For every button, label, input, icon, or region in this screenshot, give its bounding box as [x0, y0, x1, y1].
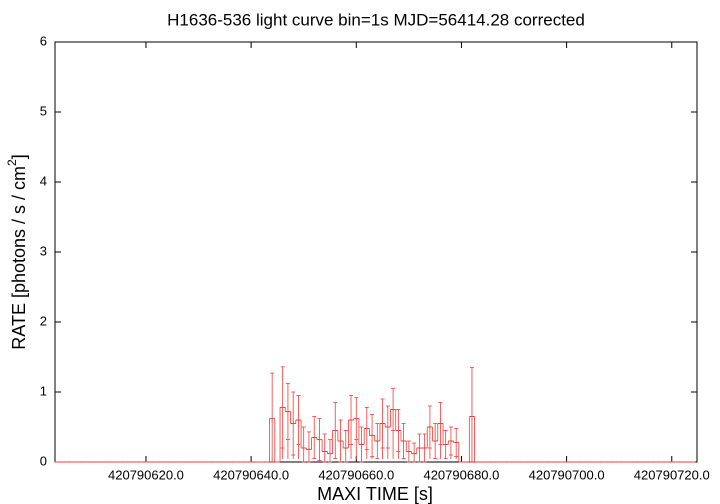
x-tick-label: 420790620.0 [108, 467, 184, 482]
x-tick-label: 420790680.0 [423, 467, 499, 482]
y-tick-label: 6 [40, 33, 47, 48]
y-label-sup: 2 [5, 159, 19, 166]
y-tick-label: 5 [40, 103, 47, 118]
y-tick-label: 2 [40, 313, 47, 328]
x-tick-label: 420790660.0 [318, 467, 394, 482]
y-tick-label: 3 [40, 243, 47, 258]
y-tick-label: 1 [40, 383, 47, 398]
x-tick-label: 420790720.0 [634, 467, 710, 482]
x-tick-label: 420790640.0 [213, 467, 289, 482]
x-axis-label: MAXI TIME [s] [317, 484, 433, 504]
y-label-text: RATE [photons / s / cm [9, 166, 29, 350]
y-tick-label: 0 [40, 453, 47, 468]
plot-frame [54, 41, 698, 463]
y-tick-label: 4 [40, 173, 47, 188]
y-axis-label: RATE [photons / s / cm2] [5, 154, 29, 349]
chart-title: H1636-536 light curve bin=1s MJD=56414.2… [167, 10, 585, 29]
x-tick-label: 420790700.0 [529, 467, 605, 482]
y-label-end: ] [9, 154, 29, 159]
